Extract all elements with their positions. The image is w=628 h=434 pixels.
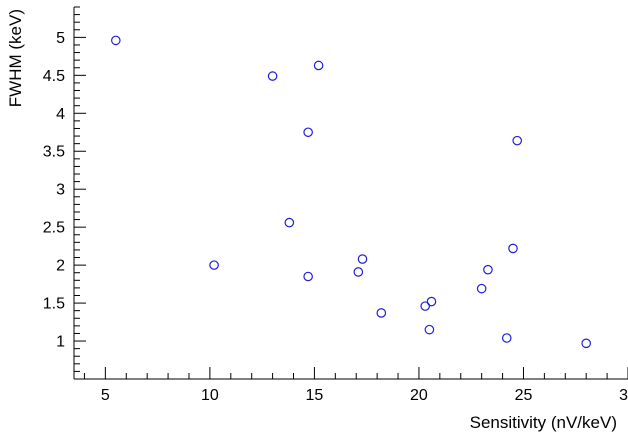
data-points: [111, 35, 591, 349]
data-point: [420, 301, 431, 311]
x-tick-label: 25: [515, 387, 533, 404]
x-tick-label: 5: [101, 387, 110, 404]
x-tick-label: 30: [619, 387, 628, 404]
data-point: [303, 127, 313, 138]
y-tick-label: 2: [56, 258, 65, 275]
data-point: [111, 35, 121, 46]
x-tick-label: 15: [306, 387, 324, 404]
data-point: [267, 71, 278, 81]
y-tick-label: 2.5: [43, 220, 65, 237]
data-point: [512, 135, 522, 146]
y-tick-label: 5: [56, 30, 65, 47]
y-tick-label: 4.5: [43, 68, 65, 85]
data-point: [313, 60, 324, 71]
data-point: [483, 264, 493, 275]
data-point: [508, 243, 518, 254]
data-point: [426, 296, 437, 307]
x-axis-title: Sensitivity (nV/keV): [470, 413, 617, 432]
y-axis-title: FWHM (keV): [6, 9, 25, 107]
y-tick-label: 1: [56, 334, 65, 351]
data-point: [357, 254, 368, 264]
data-point: [376, 308, 387, 318]
data-point: [424, 324, 435, 335]
data-point: [284, 217, 295, 228]
x-tick-label: 20: [410, 387, 428, 404]
data-point: [581, 338, 591, 349]
y-axis: 1 1.5 2 2.5 3 3.5 4 4.5 5: [43, 6, 86, 372]
plot-frame: [73, 7, 628, 380]
data-point: [353, 267, 364, 277]
y-tick-label: 3: [56, 182, 65, 199]
data-point: [476, 283, 487, 294]
y-tick-label: 1.5: [43, 296, 65, 313]
x-axis: 5 10 15 20 25 30: [83, 367, 628, 404]
data-point: [501, 333, 512, 343]
y-tick-label: 4: [56, 106, 65, 123]
data-point: [209, 260, 219, 270]
y-tick-label: 3.5: [43, 144, 65, 161]
x-tick-label: 10: [201, 387, 219, 404]
data-point: [303, 271, 313, 282]
